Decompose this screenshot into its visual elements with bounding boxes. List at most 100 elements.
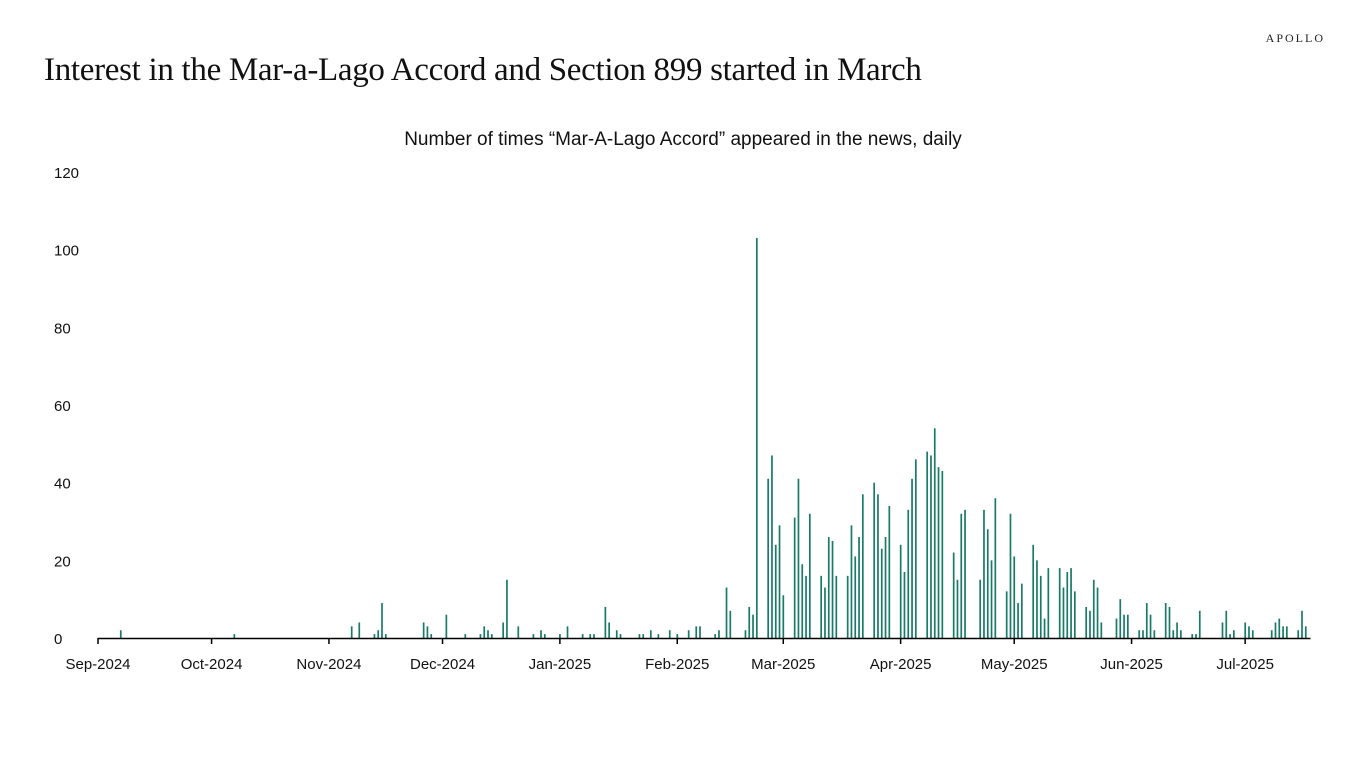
- bar: [381, 603, 383, 638]
- bar: [1020, 583, 1023, 638]
- bar: [608, 622, 611, 638]
- bar: [445, 614, 448, 638]
- bar: [824, 587, 826, 638]
- bar: [1013, 556, 1016, 638]
- bar: [479, 634, 482, 638]
- bar: [873, 482, 876, 638]
- bar: [1278, 618, 1281, 638]
- bar: [941, 471, 944, 638]
- bar: [846, 575, 849, 638]
- bar: [930, 455, 932, 638]
- x-tick-label: Jan-2025: [529, 656, 592, 673]
- bar: [718, 630, 720, 638]
- bar: [990, 560, 993, 638]
- bar: [517, 626, 520, 638]
- bar: [986, 529, 989, 638]
- bar: [1153, 630, 1156, 638]
- bar: [1145, 603, 1148, 638]
- bar: [687, 630, 690, 638]
- x-tick-label: May-2025: [981, 656, 1048, 673]
- bar: [805, 575, 807, 638]
- y-tick-label: 20: [54, 553, 71, 570]
- bar: [1179, 630, 1182, 638]
- bar: [801, 564, 804, 638]
- bar: [676, 634, 679, 638]
- bar: [964, 509, 966, 638]
- bar: [695, 626, 698, 638]
- bar: [543, 634, 546, 638]
- page-title: Interest in the Mar-a-Lago Accord and Se…: [44, 52, 922, 88]
- bar: [1164, 603, 1167, 638]
- bar: [1096, 587, 1099, 638]
- bar: [589, 634, 592, 638]
- bar: [1248, 626, 1250, 638]
- bar: [377, 630, 380, 638]
- x-tick-label: Dec-2024: [410, 656, 475, 673]
- bar: [1126, 614, 1129, 638]
- bar: [1297, 630, 1300, 638]
- bar: [1270, 630, 1273, 638]
- bar: [820, 575, 823, 638]
- bar: [771, 455, 773, 638]
- bar: [755, 238, 758, 638]
- y-tick-label: 60: [54, 398, 71, 415]
- bar: [506, 579, 508, 638]
- bar: [615, 630, 618, 638]
- bar: [835, 575, 838, 638]
- bar: [808, 513, 811, 638]
- bar: [937, 467, 940, 638]
- bar: [983, 509, 985, 638]
- bar: [782, 595, 785, 638]
- y-tick-label: 40: [54, 476, 71, 493]
- y-axis: 0 20 40 60 80 100 120: [54, 165, 79, 648]
- bar: [430, 634, 433, 638]
- bar: [793, 517, 796, 638]
- bar: [487, 630, 489, 638]
- bar: [1286, 626, 1288, 638]
- bar: [1036, 560, 1038, 638]
- bar: [1282, 626, 1284, 638]
- x-tick-label: Jun-2025: [1100, 656, 1163, 673]
- bar: [1195, 634, 1197, 638]
- bar: [1229, 634, 1231, 638]
- bar: [926, 451, 929, 638]
- x-tick-label: Sep-2024: [65, 656, 130, 673]
- bar: [1005, 591, 1008, 638]
- bar: [774, 544, 777, 638]
- bar: [1198, 610, 1201, 638]
- bar: [1251, 630, 1254, 638]
- bar: [1070, 568, 1072, 638]
- bar: [604, 606, 607, 638]
- bar: [858, 537, 860, 638]
- bar: [540, 630, 542, 638]
- bar: [1233, 630, 1235, 638]
- bar: [358, 622, 361, 638]
- bar: [483, 626, 486, 638]
- bar: [797, 478, 800, 638]
- chart-title: Number of times “Mar-A-Lago Accord” appe…: [404, 129, 962, 150]
- bar: [1073, 591, 1076, 638]
- bar: [532, 634, 535, 638]
- x-tick-label: Apr-2025: [870, 656, 932, 673]
- bar: [744, 630, 747, 638]
- bar: [907, 509, 910, 638]
- bar: [1066, 571, 1069, 638]
- bar: [464, 634, 467, 638]
- bar: [899, 544, 902, 638]
- bar: [699, 626, 701, 638]
- x-tick-label: Jul-2025: [1216, 656, 1274, 673]
- bar: [642, 634, 645, 638]
- bar: [649, 630, 652, 638]
- bar: [1168, 606, 1171, 638]
- bars: [119, 238, 1307, 638]
- bar: [490, 634, 493, 638]
- y-tick-label: 80: [54, 320, 71, 337]
- bar: [1301, 610, 1303, 638]
- bar: [566, 626, 569, 638]
- bar: [1274, 622, 1277, 638]
- bar: [725, 587, 728, 638]
- bar: [581, 634, 584, 638]
- bar: [752, 614, 754, 638]
- bar: [827, 537, 830, 638]
